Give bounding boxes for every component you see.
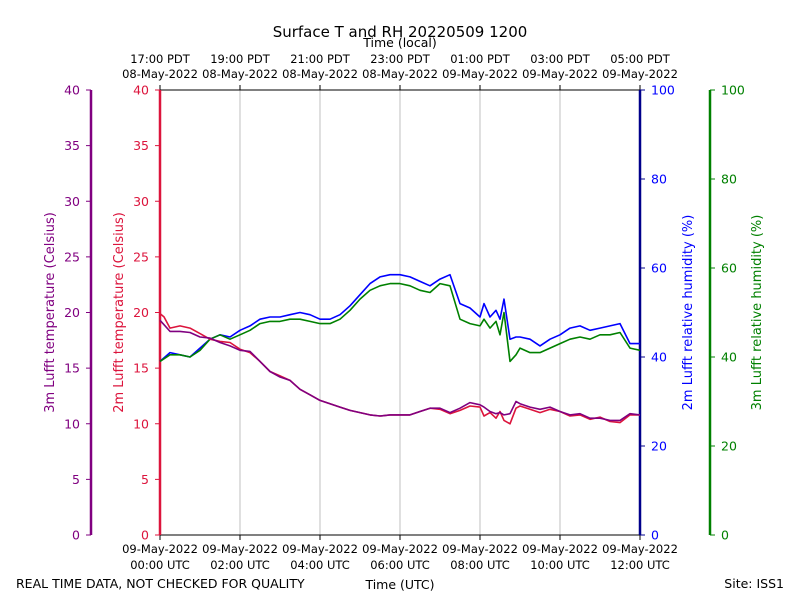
x-tick-date-label: 09-May-2022: [442, 542, 518, 556]
rh3-axis-tick-label: 60: [721, 261, 737, 276]
series-layer: [159, 273, 641, 425]
top-tick-time-label: 01:00 PDT: [450, 52, 511, 66]
top-tick-date-label: 08-May-2022: [362, 67, 438, 81]
temp2-axis-tick-label: 20: [133, 305, 149, 320]
series-line-rh3: [159, 282, 641, 363]
rh2-axis-tick-label: 80: [651, 172, 667, 187]
temp3-axis-tick-label: 35: [64, 138, 80, 153]
top-tick-time-label: 21:00 PDT: [290, 52, 351, 66]
gridlines: [239, 90, 561, 535]
temp3-axis-tick-label: 5: [72, 472, 80, 487]
rh2-axis-tick-label: 0: [651, 528, 659, 543]
rh3-axis-tick-label: 100: [721, 83, 745, 98]
temp3-axis-tick-label: 10: [64, 416, 80, 431]
x-tick-date-label: 09-May-2022: [202, 542, 278, 556]
x-tick-time-label: 04:00 UTC: [290, 558, 350, 572]
temp2-axis-tick-label: 0: [141, 528, 149, 543]
x-tick-date-label: 09-May-2022: [362, 542, 438, 556]
temp3-axis-tick-label: 0: [72, 528, 80, 543]
temp2-axis-tick-label: 10: [133, 416, 149, 431]
top-tick-date-label: 09-May-2022: [602, 67, 678, 81]
x-tick-date-label: 09-May-2022: [602, 542, 678, 556]
temp2-axis-tick-label: 40: [133, 83, 149, 98]
top-tick-time-label: 05:00 PDT: [610, 52, 671, 66]
x-tick-time-label: 06:00 UTC: [370, 558, 430, 572]
temp3-axis-tick-label: 20: [64, 305, 80, 320]
x-tick-date-label: 09-May-2022: [122, 542, 198, 556]
site-label: Site: ISS1: [724, 576, 784, 591]
temp3-axis-tick-label: 40: [64, 83, 80, 98]
quality-disclaimer: REAL TIME DATA, NOT CHECKED FOR QUALITY: [16, 576, 305, 591]
temp2-axis-tick-label: 25: [133, 249, 149, 264]
temp2-axis-title: 2m Lufft temperature (Celsius): [112, 212, 127, 413]
top-tick-date-label: 08-May-2022: [282, 67, 358, 81]
rh2-axis-tick-label: 100: [651, 83, 675, 98]
top-tick-date-label: 08-May-2022: [122, 67, 198, 81]
top-tick-date-label: 09-May-2022: [442, 67, 518, 81]
ticks: 09-May-2022 00:00 UTC 09-May-2022 02:00 UTC…: [43, 52, 765, 572]
x-tick-date-label: 09-May-2022: [282, 542, 358, 556]
rh2-axis-tick-label: 60: [651, 261, 667, 276]
temp3-axis-tick-label: 15: [64, 361, 80, 376]
rh2-axis-tick-label: 20: [651, 439, 667, 454]
x-tick-time-label: 12:00 UTC: [610, 558, 670, 572]
x-axis-label: Time (UTC): [364, 577, 434, 592]
series-line-temp3: [159, 319, 641, 422]
rh3-axis-tick-label: 40: [721, 350, 737, 365]
x-tick-time-label: 08:00 UTC: [450, 558, 510, 572]
rh2-axis-title: 2m Lufft relative humidity (%): [681, 215, 696, 411]
top-tick-time-label: 19:00 PDT: [210, 52, 271, 66]
temp2-axis-tick-label: 35: [133, 138, 149, 153]
rh3-axis-tick-label: 20: [721, 439, 737, 454]
temp3-axis-tick-label: 25: [64, 249, 80, 264]
temp2-axis-tick-label: 15: [133, 361, 149, 376]
x-tick-time-label: 00:00 UTC: [130, 558, 190, 572]
series-line-rh2: [159, 273, 640, 363]
top-tick-time-label: 17:00 PDT: [130, 52, 191, 66]
top-tick-time-label: 23:00 PDT: [370, 52, 431, 66]
x-tick-time-label: 10:00 UTC: [530, 558, 590, 572]
top-tick-date-label: 09-May-2022: [522, 67, 598, 81]
top-x-axis-label: Time (local): [362, 35, 436, 50]
rh3-axis-title: 3m Lufft relative humidity (%): [750, 215, 765, 411]
top-tick-date-label: 08-May-2022: [202, 67, 278, 81]
rh2-axis-tick-label: 40: [651, 350, 667, 365]
x-tick-time-label: 02:00 UTC: [210, 558, 270, 572]
temp2-axis-tick-label: 30: [133, 194, 149, 209]
temp2-axis-tick-label: 5: [141, 472, 149, 487]
temp3-axis-tick-label: 30: [64, 194, 80, 209]
x-tick-date-label: 09-May-2022: [522, 542, 598, 556]
temp3-axis-title: 3m Lufft temperature (Celsius): [43, 212, 58, 413]
top-tick-time-label: 03:00 PDT: [530, 52, 591, 66]
rh3-axis-tick-label: 0: [721, 528, 729, 543]
rh3-axis-tick-label: 80: [721, 172, 737, 187]
chart-title: Surface T and RH 20220509 1200: [273, 23, 528, 41]
axes: [89, 89, 712, 536]
